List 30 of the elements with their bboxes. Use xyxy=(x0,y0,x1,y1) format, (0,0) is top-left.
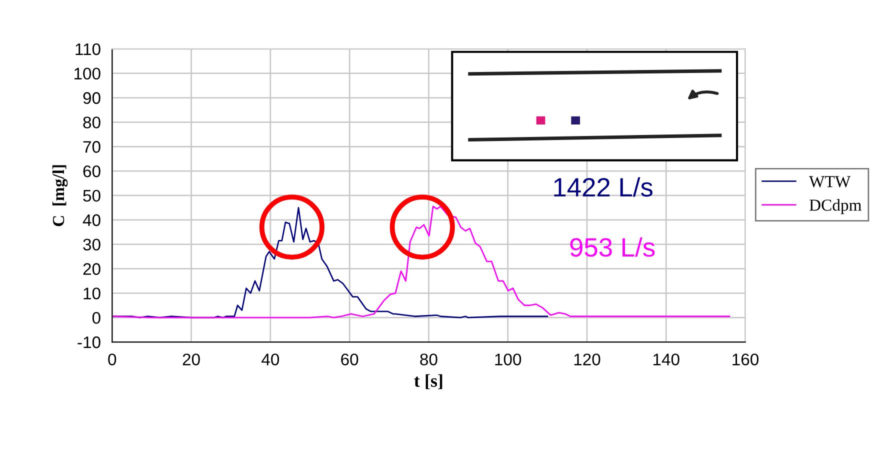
x-tick-label: 40 xyxy=(262,354,280,366)
x-tick-label: 20 xyxy=(182,354,200,366)
y-tick-label: 110 xyxy=(76,43,100,56)
y-tick-label: 0 xyxy=(92,312,100,324)
y-tick-label: 20 xyxy=(83,263,100,275)
x-tick-label: 120 xyxy=(574,354,600,366)
annotation: 1422 L/s xyxy=(554,177,652,197)
y-tick-label: 60 xyxy=(83,165,100,178)
legend-label: DCdpm xyxy=(809,199,862,214)
x-tick-label: 0 xyxy=(108,354,116,366)
y-tick-label: 30 xyxy=(83,238,100,251)
line-series xyxy=(112,206,730,318)
y-tick-label: 70 xyxy=(83,141,100,153)
legend-label: WTW xyxy=(809,176,851,188)
y-axis-title: C [mg/l] xyxy=(52,165,68,226)
y-tick-label: 50 xyxy=(83,190,100,202)
y-tick-label: -10 xyxy=(78,336,100,348)
x-axis-title: t [s] xyxy=(414,374,442,390)
y-tick-label: 40 xyxy=(82,214,100,226)
y-tick-label: 100 xyxy=(74,68,100,80)
x-tick-label: 60 xyxy=(341,354,358,366)
x-tick-label: 160 xyxy=(732,354,759,366)
x-tick-label: 80 xyxy=(420,354,438,366)
x-tick-label: 100 xyxy=(495,354,522,366)
y-tick-label: 80 xyxy=(83,116,100,128)
annotation: 953 L/s xyxy=(570,237,655,257)
y-tick-label: 10 xyxy=(84,288,100,300)
line-series xyxy=(112,206,548,318)
y-tick-label: 90 xyxy=(83,92,100,104)
x-tick-label: 140 xyxy=(653,354,680,366)
